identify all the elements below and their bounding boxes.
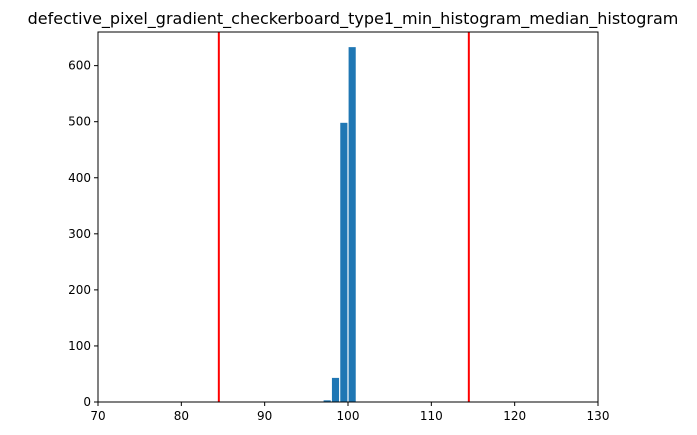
x-tick-label: 70 xyxy=(90,409,105,423)
histogram-bar xyxy=(323,400,331,402)
x-tick-label: 80 xyxy=(174,409,189,423)
histogram-bar xyxy=(331,377,340,402)
y-tick-label: 100 xyxy=(68,339,91,353)
x-axis: 70 80 90 100 110 120 130 xyxy=(90,402,609,423)
y-tick-label: 400 xyxy=(68,171,91,185)
y-tick-label: 0 xyxy=(83,395,91,409)
x-tick-label: 120 xyxy=(503,409,526,423)
plot-frame xyxy=(97,31,599,403)
x-tick-label: 90 xyxy=(257,409,272,423)
bar-group xyxy=(323,47,356,403)
y-axis: 0 100 200 300 400 500 600 xyxy=(68,59,98,409)
histogram-bar xyxy=(348,47,356,403)
x-tick-label: 100 xyxy=(337,409,360,423)
y-tick-label: 500 xyxy=(68,115,91,129)
chart-title: defective_pixel_gradient_checkerboard_ty… xyxy=(28,9,679,29)
y-tick-label: 600 xyxy=(68,59,91,73)
x-tick-label: 110 xyxy=(420,409,443,423)
histogram-bar xyxy=(340,122,348,403)
x-tick-label: 130 xyxy=(587,409,610,423)
y-tick-label: 300 xyxy=(68,227,91,241)
y-tick-label: 200 xyxy=(68,283,91,297)
reference-line-group xyxy=(217,32,470,402)
